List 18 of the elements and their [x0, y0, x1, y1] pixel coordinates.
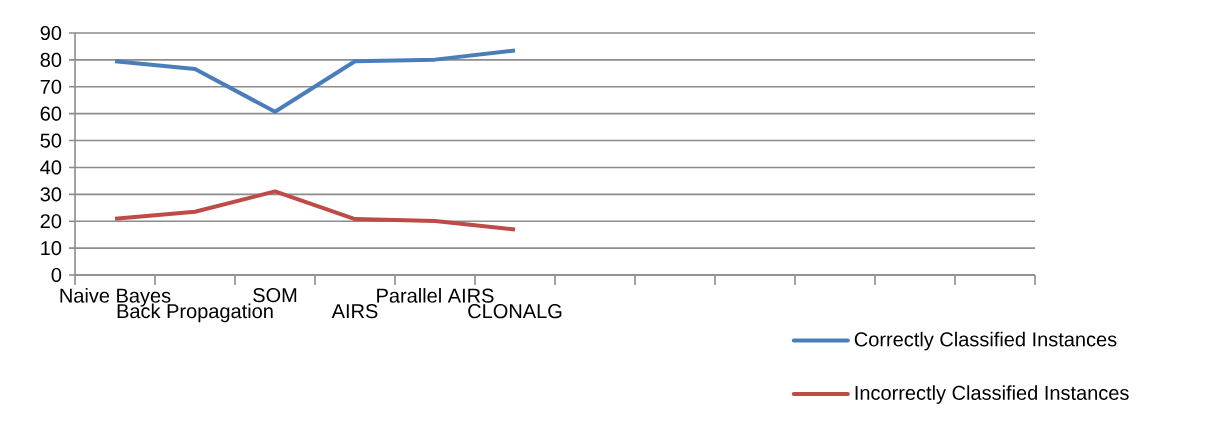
y-tick-label: 40 — [40, 160, 62, 175]
legend-label: Incorrectly Classified Instances — [855, 385, 1129, 404]
line-series — [113, 48, 518, 114]
y-tick-label: 70 — [40, 79, 62, 94]
x-tick-label: SOM — [253, 288, 297, 303]
line-series — [113, 189, 518, 232]
y-tick-label: 30 — [40, 187, 62, 202]
x-tick-label: Parallel AIRS — [377, 288, 494, 303]
y-tick-label: 60 — [40, 106, 62, 121]
x-tick-label: AIRS — [331, 304, 378, 319]
y-tick-label: 0 — [51, 267, 62, 283]
y-tick-label: 20 — [40, 214, 62, 229]
x-tick-label: CLONALG — [468, 304, 562, 319]
y-tick-label: 80 — [40, 52, 62, 67]
y-tick-label: 10 — [41, 241, 62, 256]
y-tick-label: 50 — [40, 133, 62, 148]
legend-label: Correctly Classified Instances — [854, 331, 1117, 351]
y-tick-label: 90 — [40, 25, 62, 41]
